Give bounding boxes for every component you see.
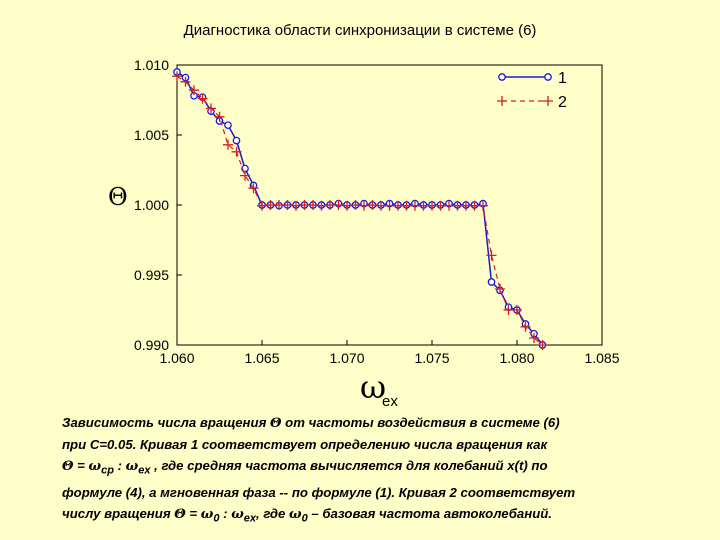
- x-axis-label-sub: ex: [382, 393, 398, 410]
- series-2-point: [214, 111, 225, 122]
- y-tick-label: 1.010: [134, 57, 169, 73]
- series-2-point: [469, 200, 480, 211]
- series-2-point: [461, 200, 471, 211]
- series-2-point: [248, 183, 259, 194]
- series-2-point: [240, 170, 250, 181]
- series-2-point: [282, 200, 293, 210]
- x-tick-label: 1.060: [159, 350, 194, 366]
- chart-svg: 1.060 1.065 1.070 1.075 1.080 1.085 0.990 0.995…: [108, 57, 620, 410]
- x-tick-label: 1.080: [499, 350, 534, 366]
- series-2-point: [172, 71, 182, 82]
- caption-line-4: формуле (4), а мгновенная фаза -- по фор…: [62, 484, 576, 500]
- ticks-group: 1.060 1.065 1.070 1.075 1.080 1.085 0.990 0.995…: [134, 57, 620, 366]
- caption-line-5: числу вращения Θ = ω0 : ωex, где ω0 – ба…: [62, 505, 552, 525]
- series-2-point: [325, 200, 335, 210]
- legend-marker-2b: [543, 96, 553, 106]
- series-2-point: [427, 200, 437, 211]
- y-tick-label: 0.990: [134, 337, 169, 353]
- series-2-point: [376, 200, 386, 211]
- series-2-point: [206, 103, 216, 114]
- series-2-point: [537, 340, 548, 350]
- caption-line-2: при С=0.05. Кривая 1 соответствует опред…: [62, 437, 548, 452]
- legend-label-2: 2: [558, 94, 567, 111]
- series-2-point: [265, 200, 276, 210]
- series-2-point: [308, 200, 318, 210]
- series-2-point: [512, 305, 522, 315]
- series-2-point: [444, 200, 454, 211]
- series-2-point: [197, 93, 208, 104]
- series-2-point: [478, 200, 488, 211]
- y-axis-label: Θ: [108, 183, 128, 211]
- y-tick-label: 1.005: [134, 127, 169, 143]
- series-2-point: [435, 200, 446, 211]
- x-tick-label: 1.085: [584, 350, 619, 366]
- caption-line-1: Зависимость числа вращения Θ от частоты …: [62, 415, 560, 431]
- series-1-point: [224, 121, 232, 130]
- series-2-point: [529, 333, 539, 343]
- series-2-point: [495, 284, 505, 294]
- x-tick-label: 1.075: [414, 350, 449, 366]
- series-2-point: [367, 200, 378, 210]
- y-tick-label: 0.995: [134, 267, 169, 283]
- chart-title: Диагностика области синхронизации в сист…: [183, 22, 537, 39]
- series-2-point: [316, 200, 327, 211]
- series-2-point: [418, 200, 429, 211]
- series-2-point: [503, 305, 514, 315]
- caption-line-3: Θ = ωср : ωex , где средняя частота вычи…: [62, 458, 548, 477]
- legend-label-1: 1: [558, 70, 567, 87]
- series-2-point: [410, 200, 420, 211]
- series-2-point: [257, 200, 267, 211]
- series-2-point: [342, 200, 352, 211]
- x-tick-label: 1.070: [329, 350, 364, 366]
- series-1-line: [176, 71, 544, 346]
- legend-marker-1a: [498, 73, 506, 81]
- series-2-point: [231, 146, 242, 157]
- series-2-point: [350, 200, 361, 210]
- series-1-point: [487, 278, 496, 286]
- legend: 1 2: [497, 70, 567, 111]
- series-2-point: [452, 200, 463, 211]
- series-2-point: [384, 200, 395, 211]
- series-2-point: [520, 321, 531, 332]
- legend-marker-2a: [497, 96, 507, 106]
- series-2-point: [291, 200, 301, 211]
- series-2-point: [274, 200, 284, 210]
- series-2-point: [393, 200, 403, 211]
- series-2-point: [180, 76, 191, 87]
- y-tick-label: 1.000: [134, 197, 169, 213]
- series-1-point: [232, 136, 241, 145]
- series-2-point: [486, 250, 497, 261]
- series-2-point: [223, 139, 233, 150]
- series-2-line: [176, 75, 543, 346]
- series-group: [172, 68, 548, 350]
- series-2-point: [401, 200, 412, 211]
- series-2-point: [189, 85, 199, 96]
- legend-marker-1b: [544, 73, 552, 81]
- series-2-point: [333, 200, 344, 210]
- x-axis-label: ω: [360, 368, 386, 406]
- x-tick-label: 1.065: [244, 350, 279, 366]
- series-2-point: [299, 200, 310, 210]
- series-2-point: [359, 200, 369, 211]
- caption: Зависимость числа вращения Θ от частоты …: [62, 412, 702, 529]
